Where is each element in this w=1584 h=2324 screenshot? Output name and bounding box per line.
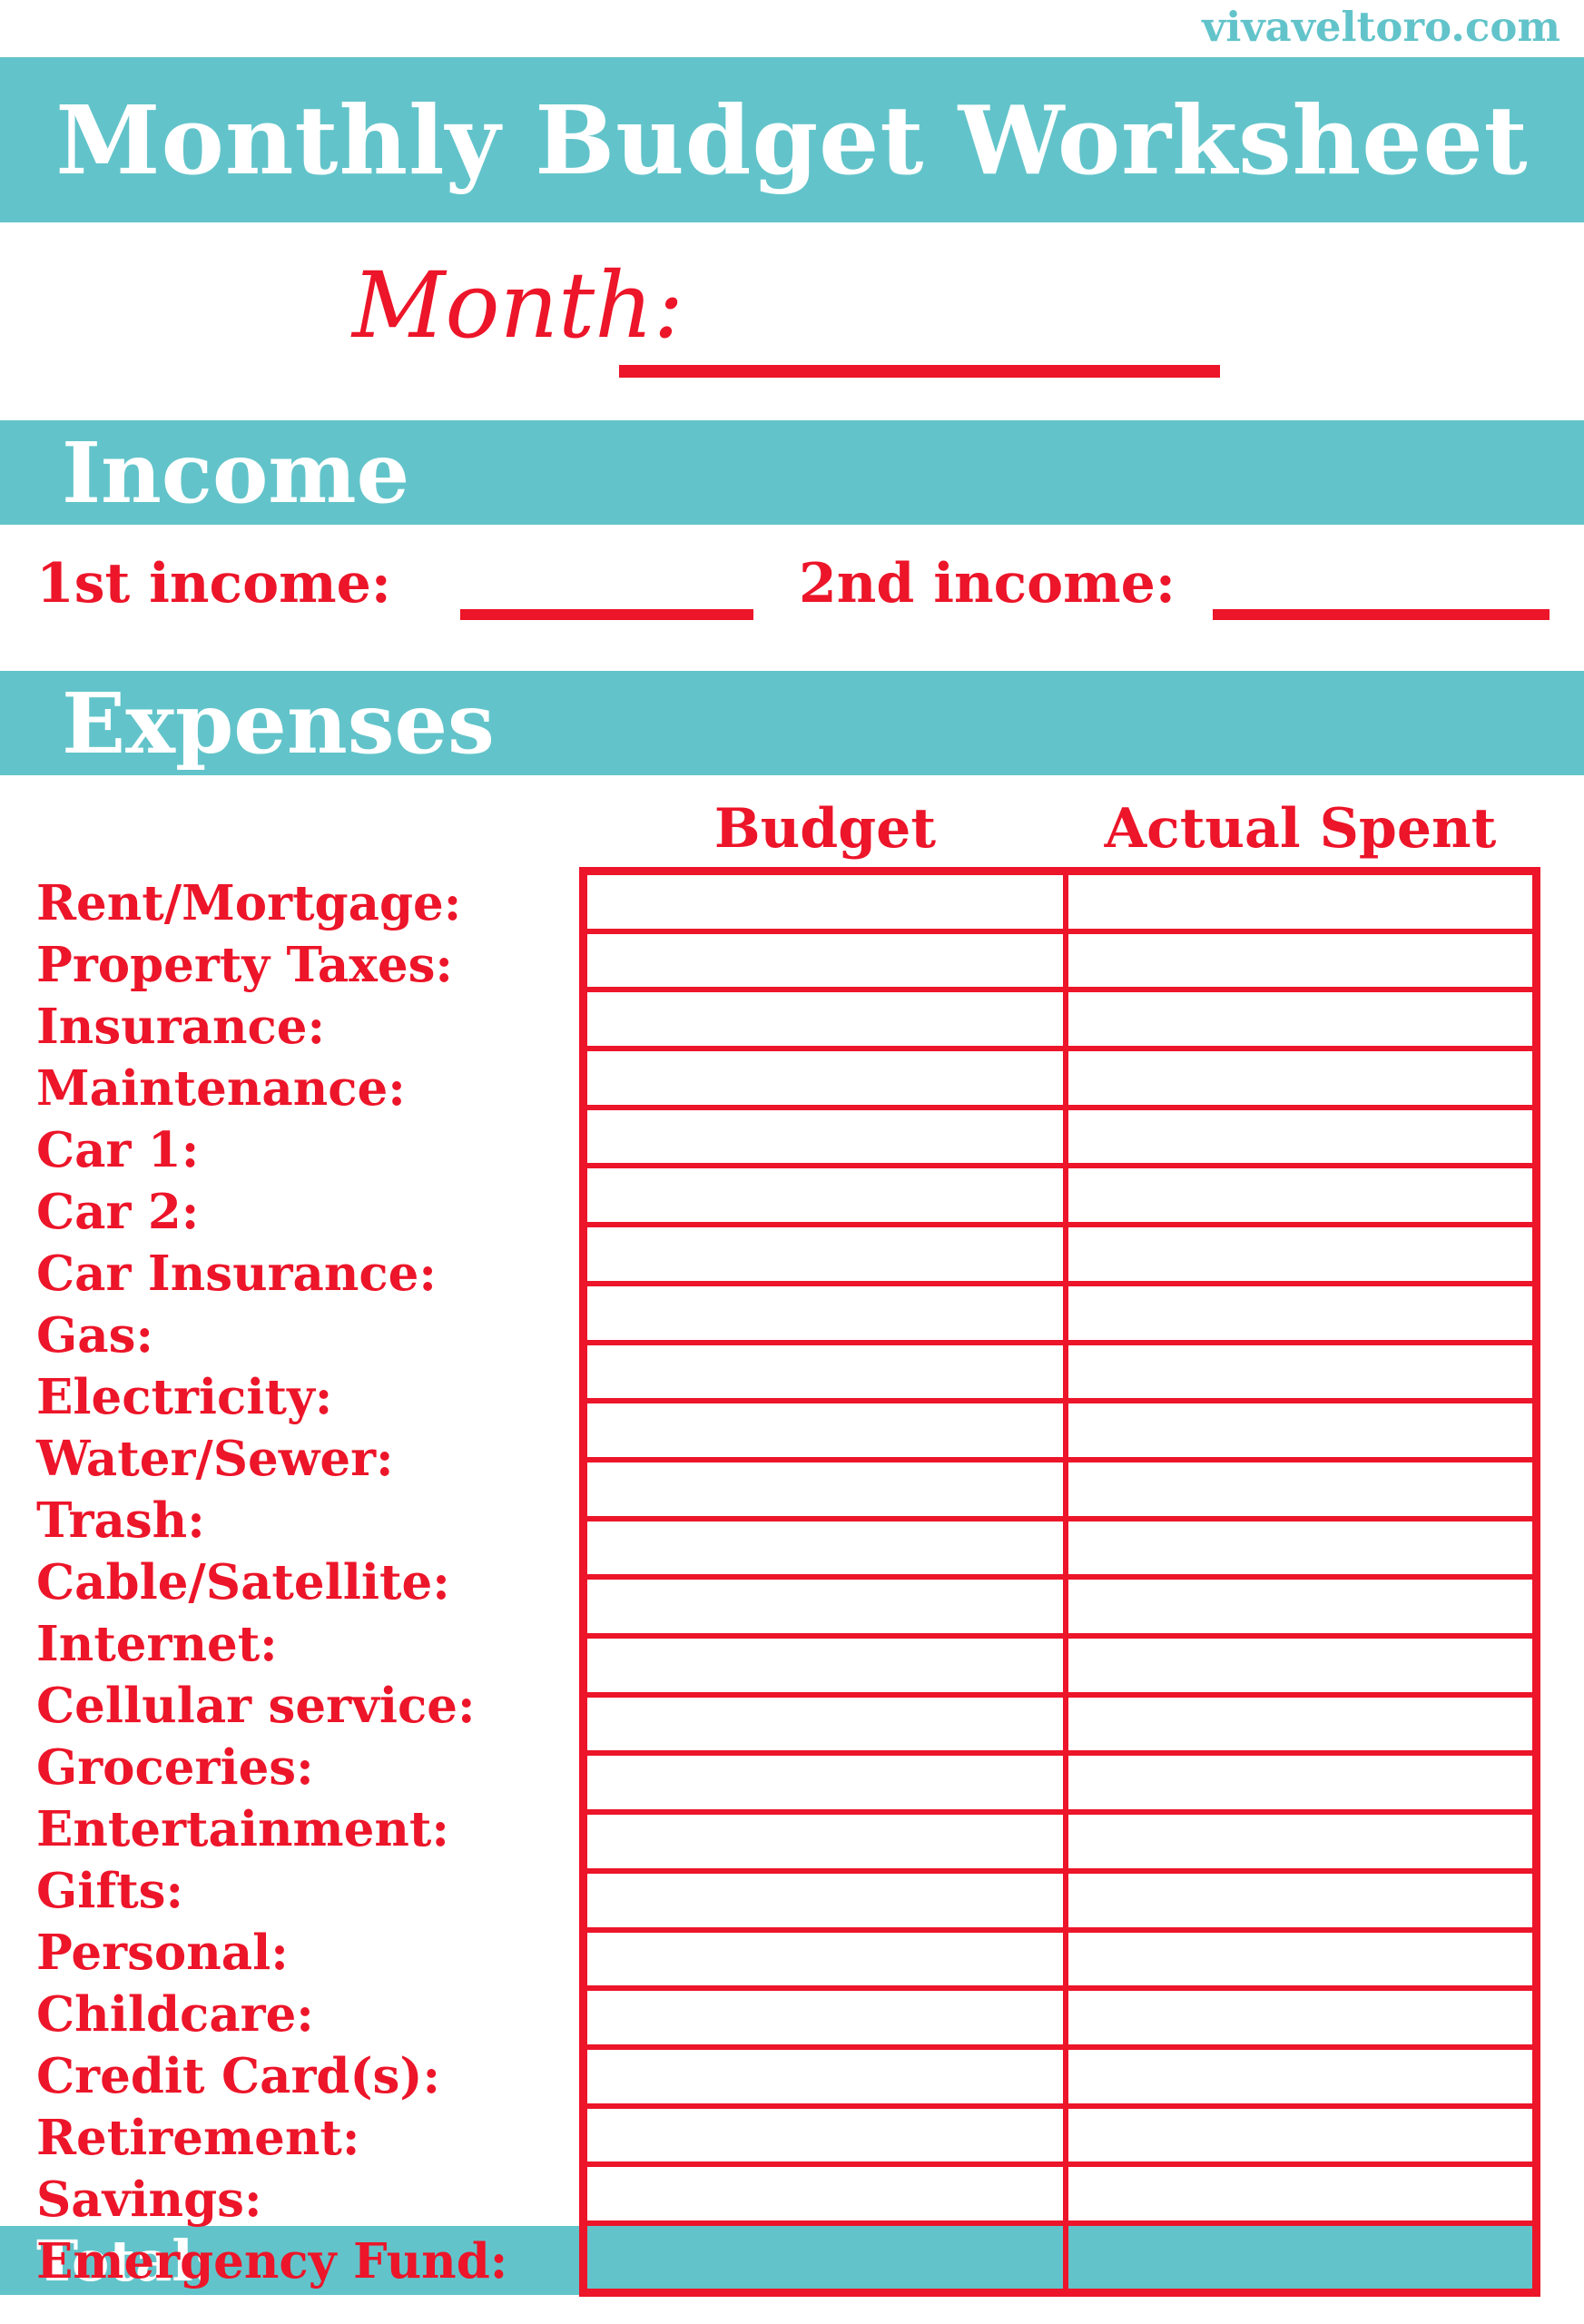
actual-spent-cell[interactable] xyxy=(1068,1051,1532,1105)
expense-label: Internet: xyxy=(36,1616,278,1672)
actual-spent-cell[interactable] xyxy=(1068,1991,1532,2044)
budget-cell[interactable] xyxy=(587,1462,1063,1516)
total-label: Total: xyxy=(36,2227,214,2294)
budget-cell[interactable] xyxy=(587,1051,1063,1105)
month-blank-line[interactable] xyxy=(619,365,1220,378)
actual-spent-cell[interactable] xyxy=(1068,992,1532,1047)
expense-label: Property Taxes: xyxy=(36,937,453,993)
actual-spent-cell[interactable] xyxy=(1068,1873,1532,1927)
actual-spent-cell[interactable] xyxy=(1068,933,1532,988)
actual-spent-cell[interactable] xyxy=(1068,1756,1532,1810)
actual-spent-cell[interactable] xyxy=(1068,1932,1532,1986)
actual-spent-cell[interactable] xyxy=(1068,2049,1532,2103)
budget-cell[interactable] xyxy=(587,2167,1063,2221)
expense-label: Electricity: xyxy=(36,1369,333,1425)
expense-label: Water/Sewer: xyxy=(36,1431,394,1487)
budget-cell[interactable] xyxy=(587,1697,1063,1751)
expense-label: Maintenance: xyxy=(36,1060,406,1117)
actual-spent-cell[interactable] xyxy=(1068,1815,1532,1868)
budget-cell[interactable] xyxy=(587,1991,1063,2044)
budget-cell[interactable] xyxy=(587,2225,1063,2289)
expense-label: Cable/Satellite: xyxy=(36,1554,450,1610)
actual-spent-cell[interactable] xyxy=(1068,1462,1532,1516)
month-label: Month: xyxy=(352,252,684,359)
budget-cell[interactable] xyxy=(587,1168,1063,1223)
budget-cell[interactable] xyxy=(587,2049,1063,2103)
budget-cell[interactable] xyxy=(587,933,1063,988)
actual-spent-cell[interactable] xyxy=(1068,1227,1532,1281)
actual-spent-cell[interactable] xyxy=(1068,1344,1532,1399)
budget-cell[interactable] xyxy=(587,1815,1063,1868)
budget-cell[interactable] xyxy=(587,992,1063,1047)
budget-cell[interactable] xyxy=(587,1344,1063,1399)
budget-cell[interactable] xyxy=(587,1403,1063,1457)
expense-label: Savings: xyxy=(36,2171,262,2228)
expense-labels-column: Rent/Mortgage: Property Taxes: Insurance: M… xyxy=(36,875,567,2290)
budget-column-header: Budget xyxy=(713,797,937,861)
expense-label: Rent/Mortgage: xyxy=(36,875,462,931)
first-income-label: 1st income: xyxy=(36,552,391,615)
expense-label: Gifts: xyxy=(36,1863,184,1919)
actual-spent-cell[interactable] xyxy=(1068,2167,1532,2221)
budget-cell[interactable] xyxy=(587,1873,1063,1927)
expense-label: Retirement: xyxy=(36,2110,360,2166)
budget-cell[interactable] xyxy=(587,1639,1063,1692)
expense-label: Car 1: xyxy=(36,1122,200,1178)
actual-spent-cell[interactable] xyxy=(1068,1109,1532,1164)
expense-label: Car 2: xyxy=(36,1184,200,1240)
budget-cell[interactable] xyxy=(587,1227,1063,1281)
expenses-table xyxy=(579,867,1540,2297)
budget-cell[interactable] xyxy=(587,875,1063,929)
budget-cell[interactable] xyxy=(587,2108,1063,2162)
actual-spent-cell[interactable] xyxy=(1068,1639,1532,1692)
expense-label: Credit Card(s): xyxy=(36,2048,441,2104)
title-banner: Monthly Budget Worksheet xyxy=(0,57,1584,222)
expense-label: Groceries: xyxy=(36,1739,314,1796)
budget-cell[interactable] xyxy=(587,1932,1063,1986)
expenses-header-label: Expenses xyxy=(62,674,495,773)
second-income-blank-line[interactable] xyxy=(1213,609,1550,620)
site-credit: vivaveltoro.com xyxy=(1202,3,1560,51)
second-income-label: 2nd income: xyxy=(799,552,1176,615)
actual-spent-cell[interactable] xyxy=(1068,1285,1532,1340)
expense-label: Insurance: xyxy=(36,999,326,1055)
expense-label: Trash: xyxy=(36,1492,205,1549)
actual-spent-cell[interactable] xyxy=(1068,1697,1532,1751)
expense-label: Car Insurance: xyxy=(36,1246,437,1302)
actual-spent-cell[interactable] xyxy=(1068,1403,1532,1457)
actual-spent-cell[interactable] xyxy=(1068,1168,1532,1223)
actual-spent-cell[interactable] xyxy=(1068,2108,1532,2162)
budget-cell[interactable] xyxy=(587,1580,1063,1634)
page-title: Monthly Budget Worksheet xyxy=(55,84,1529,196)
actual-spent-cell[interactable] xyxy=(1068,1521,1532,1575)
actual-spent-cell[interactable] xyxy=(1068,1580,1532,1634)
actual-spent-cell[interactable] xyxy=(1068,875,1532,929)
budget-cell[interactable] xyxy=(587,1521,1063,1575)
expense-label: Childcare: xyxy=(36,1986,314,2043)
actual-spent-column-header: Actual Spent xyxy=(1104,797,1497,861)
expense-label: Gas: xyxy=(36,1307,154,1364)
income-header-label: Income xyxy=(62,423,410,522)
first-income-blank-line[interactable] xyxy=(460,609,753,620)
budget-cell[interactable] xyxy=(587,1756,1063,1810)
income-section-header: Income xyxy=(0,420,1584,525)
expense-label: Personal: xyxy=(36,1925,289,1981)
budget-cell[interactable] xyxy=(587,1285,1063,1340)
expense-label: Entertainment: xyxy=(36,1801,449,1857)
expenses-section-header: Expenses xyxy=(0,671,1584,775)
expense-label: Emergency Fund: xyxy=(36,2233,508,2290)
budget-cell[interactable] xyxy=(587,1109,1063,1164)
actual-spent-cell[interactable] xyxy=(1068,2225,1532,2289)
expense-label: Cellular service: xyxy=(36,1678,476,1734)
